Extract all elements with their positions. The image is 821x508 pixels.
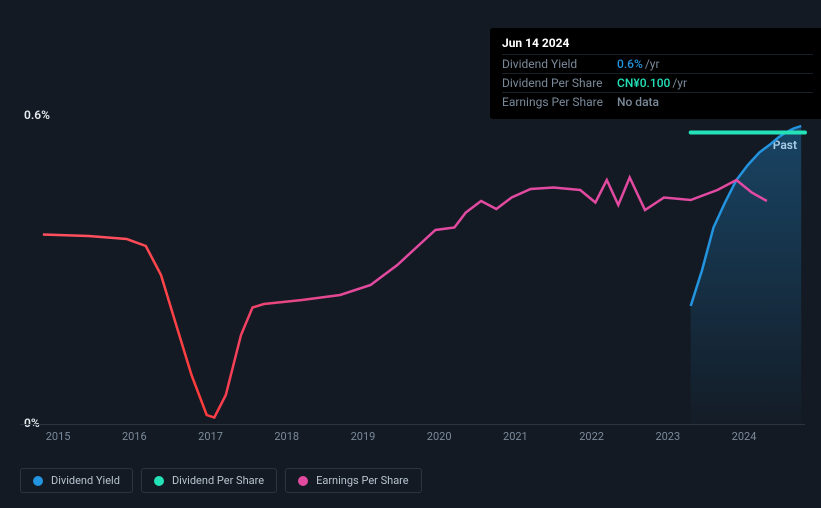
- dividend-chart: 0.6% 0% Past 201520162017201820192020202…: [20, 10, 805, 460]
- x-tick: 2019: [351, 430, 376, 443]
- legend-label: Dividend Yield: [51, 474, 120, 487]
- x-axis: 2015 2016 2017 2018 2019 2020 2021 2022 2023 2024: [20, 430, 805, 448]
- tooltip-row-value: No data: [617, 95, 659, 109]
- x-tick: 2023: [655, 430, 680, 443]
- legend-item[interactable]: Earnings Per Share: [285, 468, 422, 493]
- x-tick: 2024: [732, 430, 757, 443]
- tooltip-row: Dividend Yield0.6%/yr: [502, 54, 813, 73]
- tooltip-row-value: 0.6%/yr: [617, 57, 660, 71]
- tooltip-row: Dividend Per ShareCN¥0.100/yr: [502, 73, 813, 92]
- legend-item[interactable]: Dividend Yield: [20, 468, 133, 493]
- legend-swatch: [154, 476, 164, 486]
- tooltip-row-label: Earnings Per Share: [502, 95, 617, 109]
- x-tick: 2017: [198, 430, 223, 443]
- x-tick: 2015: [46, 430, 71, 443]
- chart-legend: Dividend Yield Dividend Per Share Earnings…: [20, 468, 422, 493]
- legend-label: Earnings Per Share: [316, 474, 409, 487]
- tooltip-row-value: CN¥0.100/yr: [617, 76, 687, 90]
- x-tick: 2020: [427, 430, 452, 443]
- legend-swatch: [33, 476, 43, 486]
- legend-item[interactable]: Dividend Per Share: [141, 468, 277, 493]
- y-axis-top-label: 0.6%: [24, 108, 50, 122]
- tooltip-row: Earnings Per ShareNo data: [502, 92, 813, 111]
- legend-label: Dividend Per Share: [172, 474, 264, 487]
- legend-swatch: [298, 476, 308, 486]
- x-tick: 2021: [503, 430, 528, 443]
- plot-area: [20, 125, 805, 425]
- tooltip-row-label: Dividend Per Share: [502, 76, 617, 90]
- x-tick: 2022: [579, 430, 604, 443]
- x-tick: 2018: [274, 430, 299, 443]
- tooltip-row-label: Dividend Yield: [502, 57, 617, 71]
- chart-tooltip: Jun 14 2024 Dividend Yield0.6%/yrDividen…: [490, 28, 821, 119]
- x-tick: 2016: [122, 430, 147, 443]
- tooltip-title: Jun 14 2024: [502, 36, 813, 50]
